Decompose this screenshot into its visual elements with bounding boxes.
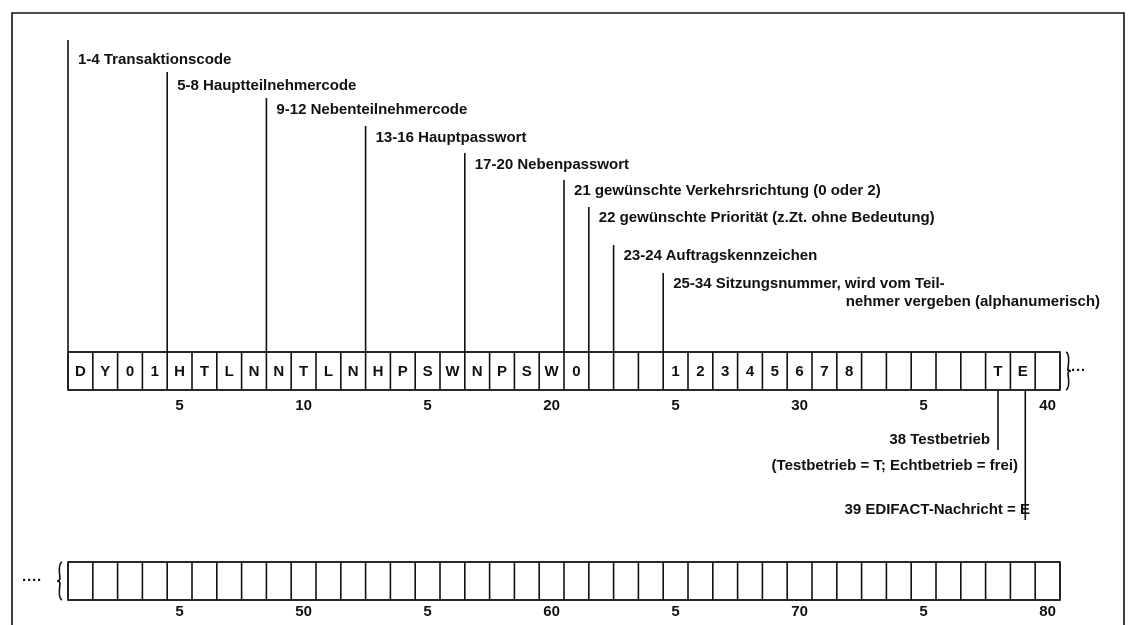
scale-label: 20 xyxy=(543,397,560,414)
cell-char: D xyxy=(75,363,86,380)
field-label: nehmer vergeben (alphanumerisch) xyxy=(846,293,1100,310)
field-label: 17-20 Nebenpasswort xyxy=(475,156,629,173)
cell-char: N xyxy=(348,363,359,380)
cell-char: P xyxy=(497,363,507,380)
field-label: 21 gewünschte Verkehrsrichtung (0 oder 2… xyxy=(574,182,881,199)
cell-char: Y xyxy=(100,363,110,380)
scale-label: 5 xyxy=(671,603,679,620)
field-label: 22 gewünschte Priorität (z.Zt. ohne Bede… xyxy=(599,209,935,226)
cell-char: 0 xyxy=(572,363,580,380)
field-label: (Testbetrieb = T; Echtbetrieb = frei) xyxy=(772,457,1018,474)
cell-char: N xyxy=(273,363,284,380)
scale-label: 10 xyxy=(295,397,312,414)
cell-char: 7 xyxy=(820,363,828,380)
field-label: 9-12 Nebenteilnehmercode xyxy=(276,101,467,118)
brace xyxy=(1065,351,1072,391)
cell-char: 4 xyxy=(746,363,755,380)
scale-label: 5 xyxy=(423,397,431,414)
field-label: 5-8 Hauptteilnehmercode xyxy=(177,77,356,94)
scale-label: 40 xyxy=(1039,397,1056,414)
scale-label: 5 xyxy=(423,603,431,620)
field-label: 1-4 Transaktionscode xyxy=(78,51,231,68)
cell-char: W xyxy=(545,363,560,380)
cell-char: S xyxy=(423,363,433,380)
cell-char: 0 xyxy=(126,363,134,380)
field-label: 13-16 Hauptpasswort xyxy=(376,129,527,146)
cell-char: W xyxy=(445,363,460,380)
cell-char: N xyxy=(249,363,260,380)
cell-char: 2 xyxy=(696,363,704,380)
cell-char: S xyxy=(522,363,532,380)
cell-char: H xyxy=(373,363,384,380)
cell-char: E xyxy=(1018,363,1028,380)
field-label: 25-34 Sitzungsnummer, wird vom Teil- xyxy=(673,275,944,292)
cell-char: T xyxy=(993,363,1002,380)
cell-char: 1 xyxy=(671,363,679,380)
scale-label: 5 xyxy=(919,603,927,620)
scale-label: 60 xyxy=(543,603,560,620)
scale-label: 80 xyxy=(1039,603,1056,620)
cell-char: T xyxy=(200,363,209,380)
cell-char: H xyxy=(174,363,185,380)
field-label: 23-24 Auftragskennzeichen xyxy=(624,247,818,264)
cell-char: 1 xyxy=(151,363,159,380)
cell-char: 3 xyxy=(721,363,729,380)
brace xyxy=(56,561,63,601)
cell-char: T xyxy=(299,363,308,380)
cell-char: 5 xyxy=(771,363,779,380)
continuation: ···· xyxy=(22,572,42,589)
cell-char: L xyxy=(324,363,333,380)
cell-char: L xyxy=(225,363,234,380)
scale-label: 5 xyxy=(175,397,183,414)
scale-label: 5 xyxy=(175,603,183,620)
scale-label: 70 xyxy=(791,603,808,620)
scale-label: 30 xyxy=(791,397,808,414)
field-label: 38 Testbetrieb xyxy=(889,431,990,448)
scale-label: 5 xyxy=(919,397,927,414)
cell-char: P xyxy=(398,363,408,380)
cell-char: 8 xyxy=(845,363,853,380)
frame xyxy=(11,12,1125,625)
field-label: 39 EDIFACT-Nachricht = E xyxy=(845,501,1030,518)
scale-label: 50 xyxy=(295,603,312,620)
continuation: ···· xyxy=(1066,362,1086,379)
scale-label: 5 xyxy=(671,397,679,414)
cell-char: 6 xyxy=(795,363,803,380)
cell-char: N xyxy=(472,363,483,380)
